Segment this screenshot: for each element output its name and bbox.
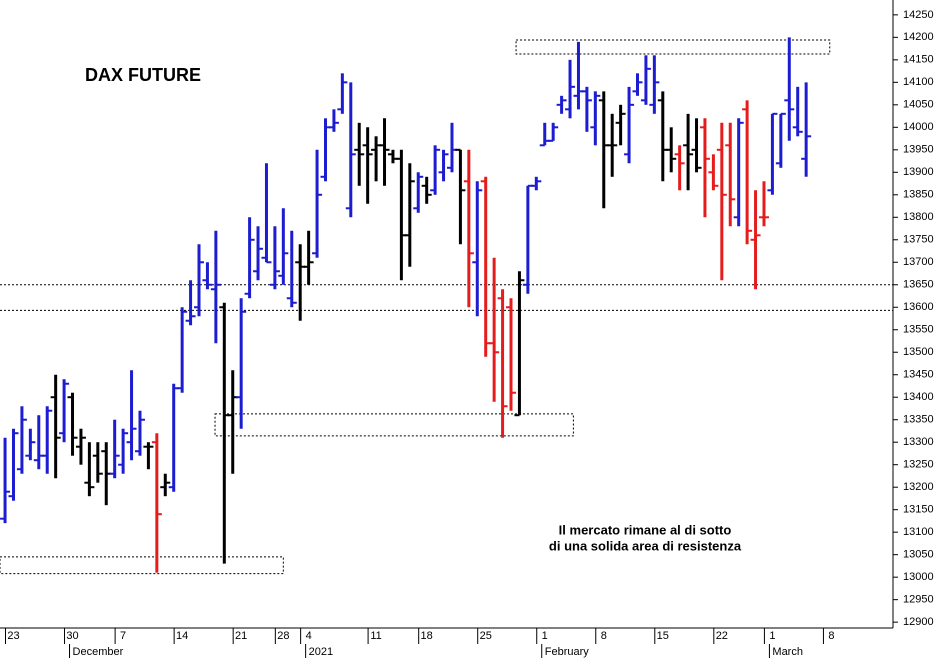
x-tick-label: 8 bbox=[828, 630, 834, 642]
y-tick-label: 13000 bbox=[903, 571, 934, 583]
y-tick-label: 14150 bbox=[903, 54, 934, 66]
y-tick-label: 14250 bbox=[903, 9, 934, 21]
annotation: Il mercato rimane al di sotto bbox=[559, 522, 732, 537]
y-tick-label: 13150 bbox=[903, 504, 934, 516]
month-label: 2021 bbox=[309, 646, 333, 658]
y-tick-label: 13650 bbox=[903, 279, 934, 291]
y-tick-label: 13750 bbox=[903, 234, 934, 246]
x-tick-label: 23 bbox=[7, 630, 19, 642]
y-tick-label: 13350 bbox=[903, 414, 934, 426]
y-tick-label: 13700 bbox=[903, 256, 934, 268]
month-label: February bbox=[545, 646, 590, 658]
chart-title: DAX FUTURE bbox=[85, 65, 201, 85]
y-tick-label: 14000 bbox=[903, 121, 934, 133]
x-tick-label: 22 bbox=[716, 630, 728, 642]
x-tick-label: 15 bbox=[657, 630, 669, 642]
y-tick-label: 12950 bbox=[903, 594, 934, 606]
resistance-box bbox=[0, 556, 284, 575]
y-tick-label: 13850 bbox=[903, 189, 934, 201]
y-tick-label: 13100 bbox=[903, 526, 934, 538]
x-tick-label: 21 bbox=[235, 630, 247, 642]
y-tick-label: 13950 bbox=[903, 144, 934, 156]
x-tick-label: 1 bbox=[769, 630, 775, 642]
y-tick-label: 13300 bbox=[903, 436, 934, 448]
y-tick-label: 14100 bbox=[903, 76, 934, 88]
x-tick-label: 18 bbox=[421, 630, 433, 642]
x-tick-label: 30 bbox=[66, 630, 78, 642]
x-tick-label: 11 bbox=[370, 630, 381, 642]
y-tick-label: 13800 bbox=[903, 211, 934, 223]
annotation: di una solida area di resistenza bbox=[549, 538, 742, 553]
y-tick-label: 14200 bbox=[903, 31, 934, 43]
x-tick-label: 8 bbox=[601, 630, 607, 642]
y-tick-label: 13550 bbox=[903, 324, 934, 336]
y-tick-label: 12900 bbox=[903, 616, 934, 628]
x-tick-label: 7 bbox=[120, 630, 126, 642]
y-tick-label: 13600 bbox=[903, 301, 934, 313]
y-tick-label: 13900 bbox=[903, 166, 934, 178]
y-tick-label: 13450 bbox=[903, 369, 934, 381]
month-label: December bbox=[73, 646, 124, 658]
x-tick-label: 14 bbox=[176, 630, 188, 642]
y-tick-label: 13050 bbox=[903, 549, 934, 561]
y-tick-label: 13500 bbox=[903, 346, 934, 358]
y-tick-label: 13400 bbox=[903, 391, 934, 403]
month-label: March bbox=[772, 646, 803, 658]
y-tick-label: 14050 bbox=[903, 99, 934, 111]
x-tick-label: 4 bbox=[306, 630, 312, 642]
resistance-box bbox=[214, 413, 574, 437]
x-tick-label: 25 bbox=[480, 630, 492, 642]
x-tick-label: 1 bbox=[542, 630, 548, 642]
y-tick-label: 13250 bbox=[903, 459, 934, 471]
resistance-box bbox=[515, 39, 831, 55]
x-tick-label: 28 bbox=[277, 630, 289, 642]
y-tick-label: 13200 bbox=[903, 481, 934, 493]
